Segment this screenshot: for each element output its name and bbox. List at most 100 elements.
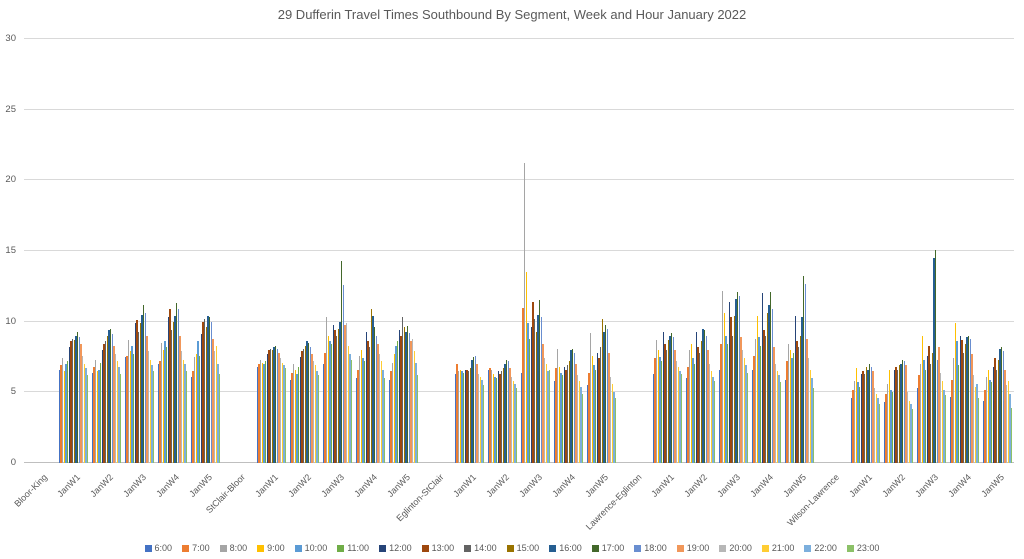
bar-Lawrence-Eglinton-JanW3-22:00[interactable] [745, 365, 747, 463]
bar-Lawrence-Eglinton-JanW5-6:00[interactable] [784, 379, 786, 463]
bar-Eglinton-StClair-JanW5-17:00[interactable] [605, 324, 607, 463]
bar-Eglinton-StClair-JanW5-19:00[interactable] [608, 352, 610, 463]
bar-Wilson-Lawrence-JanW1-10:00[interactable] [857, 382, 859, 463]
bar-StClair-Bloor-JanW2-10:00[interactable] [296, 373, 298, 463]
bar-Lawrence-Eglinton-JanW3-9:00[interactable] [723, 313, 725, 463]
bar-Wilson-Lawrence-JanW5-12:00[interactable] [992, 366, 994, 463]
bar-Lawrence-Eglinton-JanW2-13:00[interactable] [697, 347, 699, 463]
bar-Lawrence-Eglinton-JanW1-20:00[interactable] [676, 361, 678, 463]
bar-Lawrence-Eglinton-JanW5-11:00[interactable] [793, 352, 795, 463]
bar-Eglinton-StClair-JanW2-20:00[interactable] [511, 376, 513, 463]
bar-StClair-Bloor-JanW4-10:00[interactable] [362, 358, 364, 463]
bar-Lawrence-Eglinton-JanW1-10:00[interactable] [659, 357, 661, 463]
bar-StClair-Bloor-JanW4-22:00[interactable] [382, 369, 384, 463]
bar-Wilson-Lawrence-JanW1-21:00[interactable] [875, 393, 878, 463]
legend-item-17:00[interactable]: 17:00 [591, 543, 624, 553]
bar-Eglinton-StClair-JanW3-12:00[interactable] [530, 327, 532, 463]
legend-item-6:00[interactable]: 6:00 [144, 543, 172, 553]
bar-Eglinton-StClair-JanW4-12:00[interactable] [563, 366, 565, 463]
bar-StClair-Bloor-JanW4-11:00[interactable] [364, 361, 366, 463]
bar-Bloor-King-JanW5-12:00[interactable] [200, 334, 202, 463]
bar-StClair-Bloor-JanW2-15:00[interactable] [304, 345, 306, 463]
bar-Wilson-Lawrence-JanW1-19:00[interactable] [872, 371, 874, 463]
bar-Eglinton-StClair-JanW5-23:00[interactable] [615, 398, 617, 463]
bar-StClair-Bloor-JanW1-11:00[interactable] [265, 361, 267, 463]
bar-Lawrence-Eglinton-JanW4-22:00[interactable] [778, 375, 780, 463]
bar-Wilson-Lawrence-JanW5-16:00[interactable] [999, 348, 1001, 463]
bar-Bloor-King-JanW1-19:00[interactable] [80, 344, 82, 463]
bar-StClair-Bloor-JanW5-8:00[interactable] [391, 362, 394, 463]
bar-Bloor-King-JanW3-11:00[interactable] [133, 354, 135, 463]
bar-Bloor-King-JanW3-6:00[interactable] [124, 357, 126, 463]
bar-Eglinton-StClair-JanW4-19:00[interactable] [575, 364, 577, 463]
bar-StClair-Bloor-JanW5-17:00[interactable] [407, 325, 409, 463]
bar-StClair-Bloor-JanW3-7:00[interactable] [324, 352, 326, 463]
bar-Bloor-King-JanW1-22:00[interactable] [85, 368, 87, 463]
bar-Bloor-King-JanW5-10:00[interactable] [197, 341, 199, 463]
bar-Lawrence-Eglinton-JanW2-9:00[interactable] [690, 344, 692, 463]
bar-StClair-Bloor-JanW5-12:00[interactable] [398, 330, 400, 463]
bar-StClair-Bloor-JanW4-12:00[interactable] [365, 331, 367, 463]
bar-Eglinton-StClair-JanW2-11:00[interactable] [496, 378, 498, 463]
bar-Eglinton-StClair-JanW1-20:00[interactable] [478, 373, 480, 463]
bar-StClair-Bloor-JanW3-9:00[interactable] [327, 335, 329, 463]
bar-Eglinton-StClair-JanW5-13:00[interactable] [598, 358, 600, 463]
bar-Lawrence-Eglinton-JanW4-17:00[interactable] [770, 292, 772, 463]
bar-Bloor-King-JanW4-14:00[interactable] [171, 330, 173, 463]
bar-Wilson-Lawrence-JanW1-11:00[interactable] [859, 386, 861, 463]
bar-Bloor-King-JanW4-19:00[interactable] [179, 335, 181, 463]
legend-item-20:00[interactable]: 20:00 [719, 543, 752, 553]
bar-Bloor-King-JanW2-18:00[interactable] [111, 334, 113, 463]
bar-Eglinton-StClair-JanW1-6:00[interactable] [454, 373, 456, 463]
bar-StClair-Bloor-JanW5-15:00[interactable] [403, 327, 405, 463]
bar-Lawrence-Eglinton-JanW1-16:00[interactable] [669, 335, 671, 463]
bar-Bloor-King-JanW3-16:00[interactable] [141, 314, 143, 463]
bar-Wilson-Lawrence-JanW2-12:00[interactable] [893, 369, 895, 463]
bar-Lawrence-Eglinton-JanW2-14:00[interactable] [699, 352, 701, 463]
bar-Wilson-Lawrence-JanW1-20:00[interactable] [874, 388, 876, 463]
bar-StClair-Bloor-JanW4-19:00[interactable] [377, 344, 379, 463]
bar-StClair-Bloor-JanW5-16:00[interactable] [405, 331, 407, 463]
bar-StClair-Bloor-JanW4-18:00[interactable] [375, 335, 377, 463]
bar-Bloor-King-JanW3-18:00[interactable] [144, 313, 146, 463]
bar-Lawrence-Eglinton-JanW5-16:00[interactable] [801, 317, 803, 463]
bar-Wilson-Lawrence-JanW2-23:00[interactable] [912, 409, 914, 463]
bar-Wilson-Lawrence-JanW3-11:00[interactable] [925, 369, 927, 463]
bar-Bloor-King-JanW4-20:00[interactable] [181, 351, 183, 463]
bar-Bloor-King-JanW4-22:00[interactable] [184, 364, 186, 463]
bar-Lawrence-Eglinton-JanW3-12:00[interactable] [728, 301, 730, 463]
bar-Bloor-King-JanW1-7:00[interactable] [60, 365, 62, 463]
bar-Lawrence-Eglinton-JanW4-15:00[interactable] [766, 313, 768, 463]
bar-Lawrence-Eglinton-JanW4-21:00[interactable] [776, 371, 779, 463]
bar-StClair-Bloor-JanW3-16:00[interactable] [339, 321, 341, 463]
bar-StClair-Bloor-JanW3-23:00[interactable] [351, 359, 353, 463]
bar-Eglinton-StClair-JanW2-13:00[interactable] [499, 373, 501, 463]
bar-Lawrence-Eglinton-JanW5-23:00[interactable] [813, 388, 815, 463]
bar-Eglinton-StClair-JanW3-13:00[interactable] [532, 301, 534, 463]
bar-Lawrence-Eglinton-JanW2-12:00[interactable] [695, 331, 697, 463]
bar-Bloor-King-JanW4-17:00[interactable] [176, 303, 178, 463]
bar-StClair-Bloor-JanW2-11:00[interactable] [298, 366, 300, 463]
bar-Lawrence-Eglinton-JanW2-19:00[interactable] [707, 349, 709, 463]
bar-Bloor-King-JanW1-21:00[interactable] [83, 364, 86, 463]
bar-StClair-Bloor-JanW2-6:00[interactable] [289, 379, 291, 463]
bar-Wilson-Lawrence-JanW2-17:00[interactable] [902, 359, 904, 463]
bar-Bloor-King-JanW1-9:00[interactable] [63, 371, 65, 463]
bar-StClair-Bloor-JanW4-6:00[interactable] [355, 378, 357, 463]
bar-Wilson-Lawrence-JanW5-11:00[interactable] [991, 382, 993, 463]
legend-item-18:00[interactable]: 18:00 [634, 543, 667, 553]
bar-Wilson-Lawrence-JanW1-18:00[interactable] [870, 366, 872, 463]
bar-Eglinton-StClair-JanW3-17:00[interactable] [539, 300, 541, 463]
bar-Bloor-King-JanW2-6:00[interactable] [91, 372, 93, 463]
bar-Eglinton-StClair-JanW4-17:00[interactable] [572, 348, 574, 463]
legend-item-21:00[interactable]: 21:00 [761, 543, 794, 553]
bar-Eglinton-StClair-JanW1-17:00[interactable] [473, 357, 475, 463]
bar-Wilson-Lawrence-JanW2-22:00[interactable] [910, 403, 912, 463]
bar-Eglinton-StClair-JanW3-9:00[interactable] [525, 272, 527, 463]
bar-Eglinton-StClair-JanW2-6:00[interactable] [487, 369, 489, 463]
bar-StClair-Bloor-JanW3-14:00[interactable] [336, 335, 338, 463]
bar-Bloor-King-JanW1-10:00[interactable] [65, 364, 67, 463]
bar-StClair-Bloor-JanW1-10:00[interactable] [263, 364, 265, 463]
bar-Wilson-Lawrence-JanW2-8:00[interactable] [886, 383, 889, 463]
bar-Bloor-King-JanW3-23:00[interactable] [153, 371, 155, 463]
